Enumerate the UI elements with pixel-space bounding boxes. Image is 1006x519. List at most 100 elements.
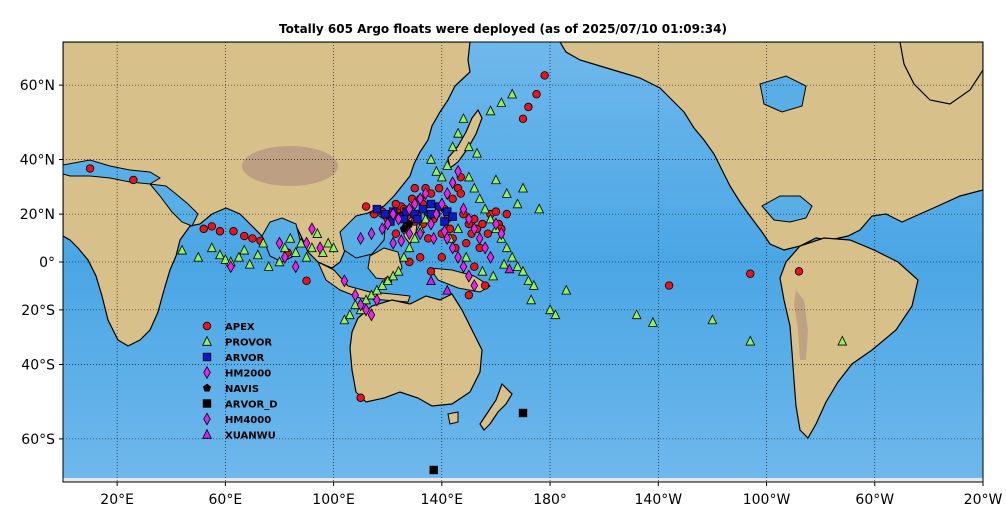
float-marker-hm2000 [470,278,479,293]
float-marker-hm2000 [302,236,311,250]
float-marker-apex [480,281,490,290]
float-marker-provor [323,237,334,248]
float-marker-hm2000 [281,250,289,264]
float-marker-provor [461,251,472,262]
float-markers [85,71,993,475]
float-marker-hm2000 [405,202,414,216]
float-marker-provor [631,309,642,320]
float-marker-provor [426,153,436,164]
float-marker-hm2000 [416,192,424,206]
float-marker-apex [229,227,238,236]
new-zealand [479,382,513,431]
float-marker-provor [490,174,501,185]
legend-entry-hm4000: HM4000 [203,412,271,426]
float-marker-provor [328,242,339,253]
andes-range [794,290,808,360]
float-marker-apex [746,269,755,278]
float-marker-hm4000 [367,227,376,241]
float-marker-hm2000 [465,269,473,283]
float-marker-apex [664,281,674,290]
legend-entry-xuanwu: XUANWU [202,428,276,442]
legend-entry-apex: APEX [202,321,255,333]
float-marker-provor [518,265,528,276]
y-tick-label: 20°S [21,303,55,319]
float-marker-apex [85,164,95,173]
float-marker-apex [391,199,401,209]
float-marker-hm2000 [427,217,435,231]
float-marker-provor [206,242,217,253]
float-marker-apex [415,253,425,262]
float-marker-provor [312,227,323,238]
float-marker-apex [129,175,138,185]
y-tick-label: 20°N [20,207,55,223]
float-marker-arvor [440,217,449,226]
float-marker-provor [442,159,453,170]
float-marker-apex [426,267,436,276]
legend-entry-provor: PROVOR [202,335,272,349]
float-marker-hm2000 [440,224,449,238]
float-marker-provor [420,213,431,224]
float-marker-hm2000 [394,212,403,226]
y-tick-labels: 60°N 40°N 20°N 0° 20°S 40°S 60°S [20,78,63,448]
float-marker-apex [302,276,311,286]
float-marker-provor [214,249,225,260]
float-marker-provor [463,141,474,152]
y-tick-label: 0° [39,255,55,271]
float-marker-provor [177,244,188,255]
float-marker-provor [499,258,510,269]
float-marker-hm2000 [454,250,462,264]
float-marker-provor [485,213,496,224]
float-marker-provor [474,193,485,204]
float-marker-apex [540,71,549,80]
float-marker-hm2000 [432,207,441,221]
float-marker-provor [707,314,718,325]
y-tick-label: 40°S [21,357,55,373]
float-marker-arvor-d [518,408,528,418]
float-marker-hm2000 [486,250,495,264]
legend-label: HM2000 [225,369,271,380]
float-marker-provor [339,314,350,325]
float-marker-arvor [443,207,452,216]
legend-marker [202,321,212,331]
float-marker-provor [193,251,204,262]
float-marker-hm2000 [351,288,359,302]
legend-label: HM4000 [225,415,271,426]
float-marker-provor [285,232,296,243]
float-marker-arvor [426,199,436,209]
float-marker-arvor [413,214,422,224]
legend: APEX PROVOR ARVOR HM2000 NAVIS ARVOR_D HM4000 X… [202,321,278,442]
float-marker-hm2000 [448,176,457,190]
float-marker-apex [356,393,365,402]
float-marker-provor [488,270,499,281]
x-tick-label: 20°E [100,492,134,508]
legend-marker [202,399,212,408]
float-marker-hm2000 [429,231,438,246]
float-marker-hm2000 [373,293,381,307]
float-marker-xuanwu [442,284,453,295]
x-tick-label: 20°W [964,492,1003,508]
float-marker-hm2000 [421,186,430,201]
float-marker-apex [518,114,528,123]
north-america [559,42,983,251]
float-marker-hm4000 [416,227,424,241]
float-marker-provor [290,246,301,257]
float-marker-apex [461,238,471,248]
float-marker-hm2000 [465,212,473,226]
float-marker-hm2000 [316,241,324,255]
float-marker-apex [215,227,225,236]
float-marker-provor [745,335,756,346]
float-marker-provor [398,251,409,262]
float-marker-hm2000 [411,197,419,211]
float-marker-provor [366,289,377,300]
float-marker-apex [456,189,465,198]
float-marker-provor [409,232,420,243]
float-marker-apex [491,207,501,216]
float-marker-hm2000 [383,217,392,231]
float-marker-hm2000 [448,241,457,255]
float-marker-hm2000 [454,164,462,179]
float-marker-apex [361,202,371,211]
float-marker-provor [258,237,269,248]
legend-marker [202,335,212,346]
float-marker-provor [512,260,523,271]
float-marker-provor [984,376,993,385]
